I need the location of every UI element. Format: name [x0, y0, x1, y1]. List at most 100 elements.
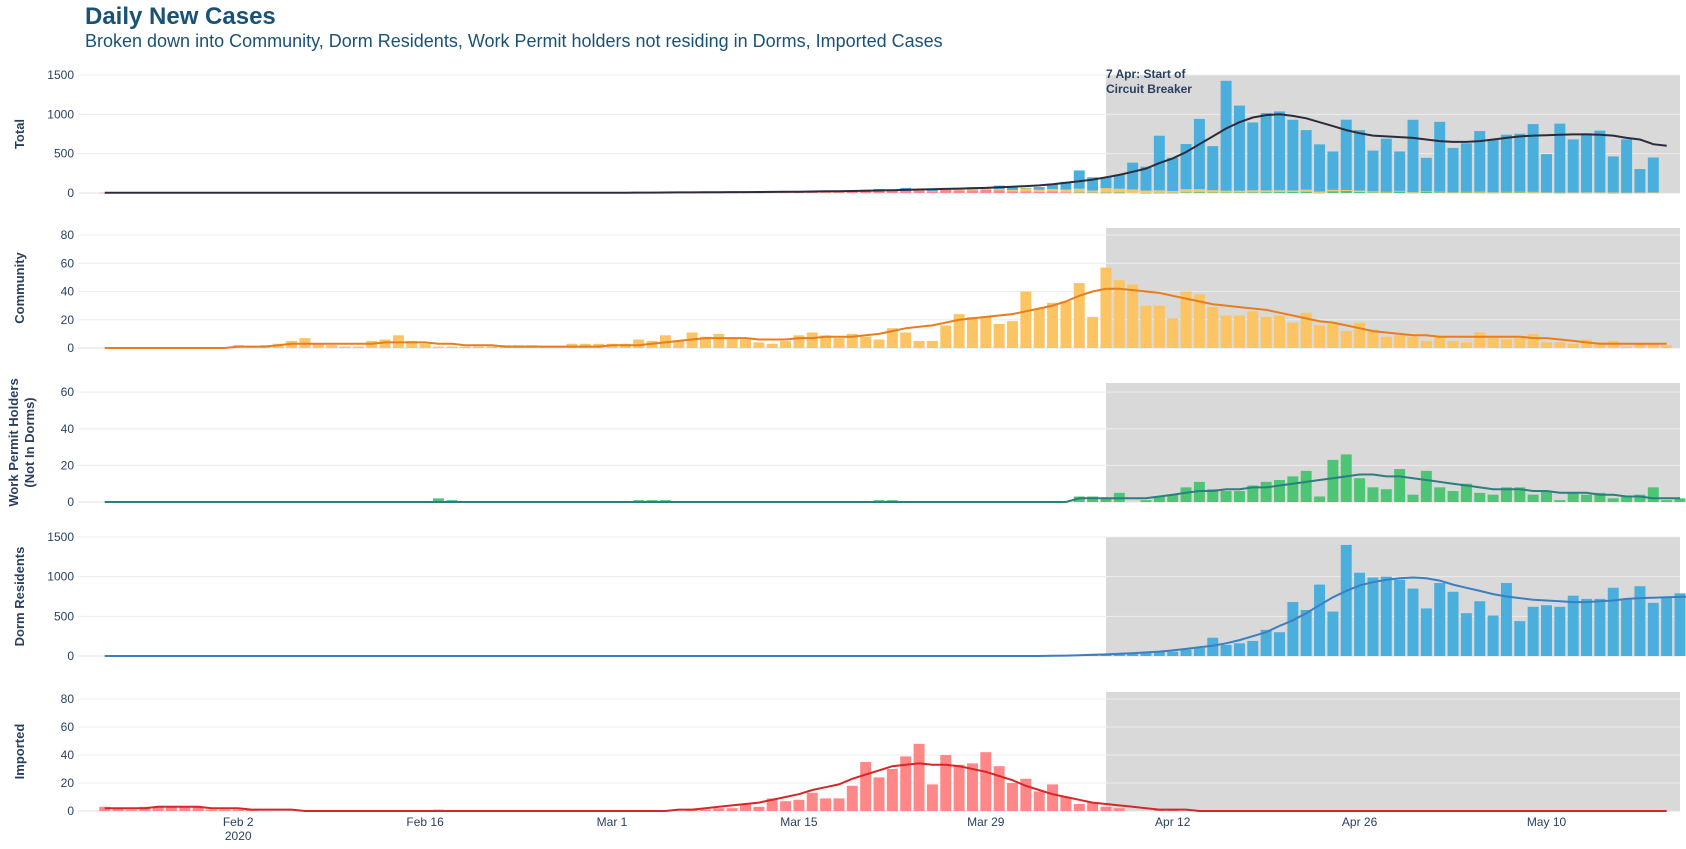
bar-segment-work_permit	[1367, 192, 1379, 193]
bar	[1460, 483, 1472, 502]
bar-segment-community	[1340, 190, 1352, 191]
bar	[1274, 632, 1285, 656]
bar-segment-community	[1193, 189, 1205, 193]
bar-segment-imported	[753, 192, 765, 194]
bar	[913, 340, 925, 348]
bar	[1407, 588, 1419, 656]
y-axis-label: Total	[12, 119, 27, 149]
bar	[419, 343, 431, 348]
bar	[1180, 291, 1192, 348]
bar-segment-community	[1634, 192, 1646, 193]
bar-segment-dorm	[1287, 119, 1299, 191]
bar	[1233, 491, 1245, 502]
bar-segment-dorm	[1274, 111, 1285, 191]
bar	[1674, 593, 1686, 656]
bar-segment-work_permit	[1447, 192, 1459, 194]
bar	[1207, 307, 1219, 348]
bar	[1487, 494, 1499, 502]
bar	[1380, 336, 1392, 348]
bar	[1407, 336, 1419, 348]
bar-segment-dorm	[1434, 121, 1446, 192]
bar-segment-community	[1474, 191, 1486, 193]
bar-segment-community	[1354, 190, 1366, 192]
bar	[1634, 343, 1646, 348]
bar	[432, 498, 444, 502]
bar-segment-community	[1153, 190, 1165, 193]
y-tick-label: 40	[61, 422, 75, 436]
y-tick-label: 500	[54, 147, 74, 161]
bar	[406, 340, 418, 348]
bar	[860, 762, 872, 811]
bar-segment-dorm	[926, 190, 938, 192]
shaded-region	[1105, 692, 1680, 811]
bar	[1474, 492, 1486, 502]
bar	[820, 335, 832, 348]
bar	[1033, 308, 1045, 348]
bar-segment-work_permit	[1193, 192, 1205, 193]
bar-segment-work_permit	[1354, 191, 1366, 193]
bar	[846, 333, 858, 348]
bar-segment-imported	[913, 189, 925, 193]
bar-segment-community	[1434, 191, 1446, 193]
bar-segment-community	[1407, 192, 1419, 193]
bar-segment-dorm	[1554, 123, 1566, 193]
bar	[1567, 343, 1579, 348]
bar	[1247, 485, 1259, 502]
bar	[753, 806, 765, 811]
bar	[1647, 487, 1659, 502]
bar-segment-community	[1314, 191, 1326, 193]
bar	[1474, 601, 1486, 656]
bar-segment-dorm	[1020, 187, 1032, 189]
bar	[1260, 316, 1272, 348]
bar-segment-imported	[980, 189, 992, 193]
bar	[766, 343, 778, 348]
bar	[473, 346, 484, 348]
bar	[1514, 338, 1526, 348]
bar	[1674, 498, 1686, 502]
bar	[673, 340, 685, 348]
bar-segment-work_permit	[1274, 192, 1285, 193]
bar-segment-work_permit	[1300, 191, 1312, 193]
bar	[1500, 487, 1512, 502]
bar	[1007, 783, 1018, 811]
bar-segment-imported	[993, 190, 1005, 193]
bar	[953, 764, 965, 811]
bar	[873, 777, 885, 811]
bar	[1327, 459, 1339, 502]
bar-segment-community	[1113, 188, 1125, 193]
bar	[793, 335, 805, 348]
bar	[1527, 333, 1539, 348]
bar	[833, 798, 845, 811]
y-tick-label: 60	[61, 385, 75, 399]
bar	[1621, 598, 1633, 656]
y-axis-label-line: (Not In Dorms)	[22, 397, 37, 487]
bar	[1487, 338, 1499, 348]
bar-segment-work_permit	[1407, 192, 1419, 194]
bar	[1113, 280, 1125, 348]
y-tick-label: 0	[67, 186, 74, 200]
bar	[1541, 491, 1552, 502]
bar-segment-dorm	[1180, 143, 1192, 190]
bar	[1193, 648, 1205, 656]
bar	[1394, 335, 1406, 348]
bar-segment-work_permit	[1207, 192, 1219, 193]
bar-segment-dorm	[1060, 181, 1072, 190]
bar	[1460, 613, 1472, 656]
bar	[1020, 778, 1032, 811]
bar-segment-community	[1554, 192, 1566, 194]
bar	[1073, 804, 1085, 811]
bar	[713, 333, 725, 348]
bar	[1140, 652, 1152, 656]
y-tick-label: 0	[67, 804, 74, 818]
bar	[1380, 489, 1392, 502]
bar-segment-work_permit	[1420, 191, 1432, 193]
y-tick-label: 0	[67, 341, 74, 355]
bar-segment-work_permit	[1153, 192, 1165, 194]
bar	[1420, 340, 1432, 348]
bar	[1180, 649, 1192, 656]
chart-title: Daily New Cases	[85, 3, 276, 30]
bar	[1100, 806, 1112, 811]
bar-segment-work_permit	[1327, 191, 1339, 193]
x-tick-label: Mar 29	[967, 815, 1005, 829]
bar	[913, 743, 925, 811]
